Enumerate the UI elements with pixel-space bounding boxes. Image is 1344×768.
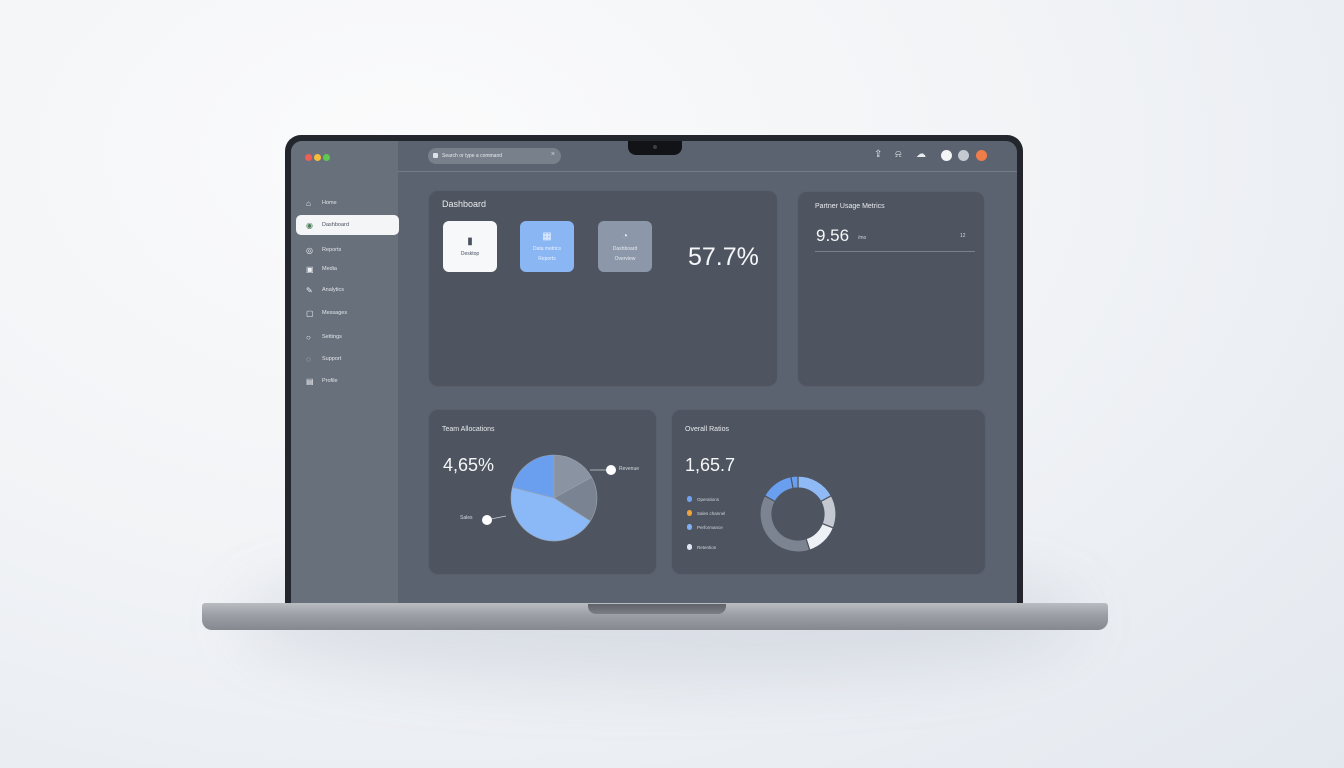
settings-avatar[interactable] — [958, 150, 969, 161]
tile-desktop[interactable]: ▮ Desktop — [443, 221, 497, 272]
sidebar-item-dashboard[interactable]: ◉ Dashboard — [296, 215, 399, 235]
tile-data-metrics[interactable]: ▦ Data metrics Reports — [520, 221, 574, 272]
user-avatar[interactable] — [976, 150, 987, 161]
page-title: Dashboard — [442, 199, 487, 209]
home-icon: ⌂ — [306, 198, 311, 208]
profile-icon: ▤ — [306, 376, 314, 386]
sidebar-item-label: Messages — [322, 310, 348, 316]
overview-title: Overall Ratios — [685, 426, 729, 433]
legend-item: Performance — [687, 524, 725, 530]
settings-icon: ○ — [306, 332, 311, 342]
laptop-base — [202, 603, 1108, 630]
sidebar-item-home[interactable]: ⌂ Home — [296, 193, 399, 213]
search-text: Search or type a command — [442, 153, 503, 159]
close-window-button[interactable] — [305, 154, 312, 161]
tile-sublabel: Overview — [614, 256, 636, 262]
sidebar-item-label: Support — [322, 356, 342, 362]
minimize-window-button[interactable] — [314, 154, 321, 161]
media-icon: ▣ — [306, 264, 314, 274]
donut-segment — [763, 475, 794, 503]
sidebar-item-settings[interactable]: ○ Settings — [296, 327, 399, 347]
sidebar-item-profile[interactable]: ▤ Profile — [296, 371, 399, 391]
camera-icon — [653, 145, 657, 149]
pie-label-sales: Sales — [460, 515, 473, 521]
tile-sublabel: Reports — [538, 256, 556, 262]
reports-icon: ◎ — [306, 245, 313, 255]
sidebar-item-support[interactable]: ◌ Support — [296, 349, 399, 369]
legend-item: Sales channel — [687, 510, 725, 516]
search-input[interactable]: Search or type a command × — [428, 148, 561, 164]
sidebar-item-media[interactable]: ▣ Media — [296, 259, 399, 279]
allocation-card: Team Allocations 4,65% Revenue Sales — [428, 409, 657, 575]
donut-chart-overview — [759, 475, 837, 553]
camera-notch — [628, 141, 682, 155]
metrics-card: Partner Usage Metrics 9.56 /mo 12 — [797, 191, 985, 387]
sidebar-item-label: Reports — [322, 247, 342, 253]
cloud-icon[interactable]: ☁ — [916, 149, 926, 160]
sidebar-item-label: Analytics — [322, 287, 345, 293]
allocation-value: 4,65% — [443, 455, 495, 475]
tile-overview[interactable]: ◔ Dashboard Overview — [598, 221, 652, 272]
maximize-window-button[interactable] — [323, 154, 330, 161]
metrics-divider — [815, 251, 975, 252]
analytics-icon: ✎ — [306, 285, 313, 295]
sidebar-item-messages[interactable]: ▢ Messages — [296, 303, 399, 323]
sidebar-item-analytics[interactable]: ✎ Analytics — [296, 280, 399, 300]
bell-icon[interactable]: ⍾ — [895, 149, 902, 160]
pie-slice — [510, 486, 591, 542]
overview-card: Overall Ratios 1,65.7 Operations Sales c… — [671, 409, 986, 575]
profile-avatar[interactable] — [941, 150, 952, 161]
screen: ⌂ Home ◉ Dashboard ◎ Reports ▣ Media ✎ Analytics ▢… — [291, 141, 1017, 604]
pie-label-marker — [606, 465, 616, 475]
gauge-icon: ◔ — [621, 231, 629, 242]
overview-legend: Operations Sales channel Performance Ret… — [687, 496, 725, 550]
share-icon[interactable]: ⇪ — [874, 149, 883, 160]
bar-chart-dashboard — [429, 191, 779, 388]
allocation-title: Team Allocations — [442, 426, 495, 433]
donut-segment — [805, 522, 835, 551]
sidebar-item-label: Dashboard — [322, 222, 349, 228]
messages-icon: ▢ — [306, 308, 314, 318]
desktop-icon: ▮ — [467, 236, 473, 247]
pie-slice — [553, 454, 593, 499]
legend-item: Retention — [687, 544, 725, 550]
donut-segment — [797, 475, 833, 503]
sidebar-item-label: Profile — [322, 378, 338, 384]
dashboard-icon: ◉ — [306, 220, 313, 230]
tile-label: Dashboard — [612, 246, 638, 252]
kpi-value: 57.7% — [688, 243, 759, 271]
sidebar-item-label: Media — [322, 266, 337, 272]
sidebar-item-reports[interactable]: ◎ Reports — [296, 240, 399, 260]
pie-chart-allocation — [482, 454, 616, 542]
tile-label: Desktop — [460, 251, 480, 257]
clear-search-icon[interactable]: × — [550, 151, 555, 158]
donut-segment — [819, 494, 837, 529]
overview-value: 1,65.7 — [685, 455, 736, 475]
donut-segment — [790, 475, 799, 490]
metrics-title: Partner Usage Metrics — [815, 203, 885, 210]
sidebar-item-label: Home — [322, 200, 337, 206]
pie-label-revenue: Revenue — [619, 466, 640, 472]
metrics-value: 9.56 — [816, 226, 850, 245]
donut-segment — [759, 494, 811, 553]
pie-slice — [511, 454, 555, 499]
legend-item: Operations — [687, 496, 725, 502]
pie-label-marker — [482, 515, 492, 525]
topbar-divider — [398, 171, 1017, 172]
dashboard-card: Dashboard ▮ Desktop ▦ Data metrics Repor… — [428, 190, 778, 387]
chart-icon: ▦ — [542, 231, 552, 242]
tile-label: Data metrics — [532, 246, 562, 252]
sidebar: ⌂ Home ◉ Dashboard ◎ Reports ▣ Media ✎ Analytics ▢… — [291, 141, 399, 604]
search-icon — [433, 153, 438, 158]
bar-chart-metrics — [798, 192, 986, 388]
trackpad-notch — [588, 604, 726, 614]
sidebar-item-label: Settings — [322, 334, 342, 340]
pie-slice — [553, 476, 598, 522]
support-icon: ◌ — [306, 354, 311, 364]
metrics-corner: 12 — [960, 233, 966, 239]
pie-leader-line — [490, 515, 507, 520]
metrics-unit: /mo — [858, 235, 867, 241]
